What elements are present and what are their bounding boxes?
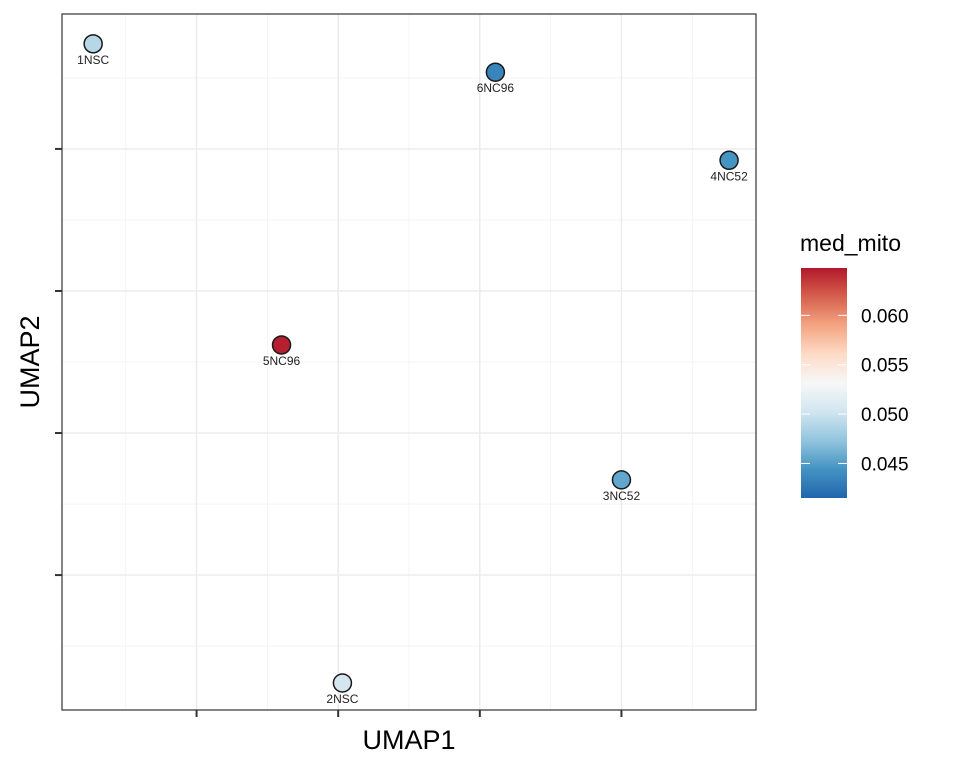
data-point-5NC96 [271,335,292,355]
data-point-4NC52 [719,150,739,171]
minor-gridlines [62,14,756,710]
legend-title: med_mito [800,230,901,256]
data-point-2NSC [332,673,353,693]
point-labels: 1NSC 6NC96 4NC52 5NC96 3NC52 2NSC [77,53,748,706]
legend-label: 0.045 [861,454,909,475]
axis-ticks [55,147,623,717]
y-axis-title: UMAP2 [15,315,45,408]
point-label-4NC52: 4NC52 [710,169,748,183]
legend-label: 0.060 [861,306,909,327]
point-label-3NC52: 3NC52 [603,489,641,503]
color-legend: med_mito 0.045 0.050 0.055 0.060 [800,230,909,498]
point-label-6NC96: 6NC96 [477,81,515,95]
legend-colorbar [801,268,847,498]
major-gridlines [62,14,756,710]
data-point-3NC52 [611,470,632,490]
x-axis-title: UMAP1 [362,725,455,755]
point-label-2NSC: 2NSC [326,692,358,706]
plot-panel-border [61,13,757,711]
data-point-1NSC [83,34,103,54]
legend-label: 0.055 [861,356,909,377]
point-label-1NSC: 1NSC [77,53,109,67]
legend-label: 0.050 [861,405,909,426]
data-points [83,34,739,693]
point-label-5NC96: 5NC96 [263,354,301,368]
legend-ticks: 0.045 0.050 0.055 0.060 [801,306,909,475]
data-point-6NC96 [485,62,506,82]
